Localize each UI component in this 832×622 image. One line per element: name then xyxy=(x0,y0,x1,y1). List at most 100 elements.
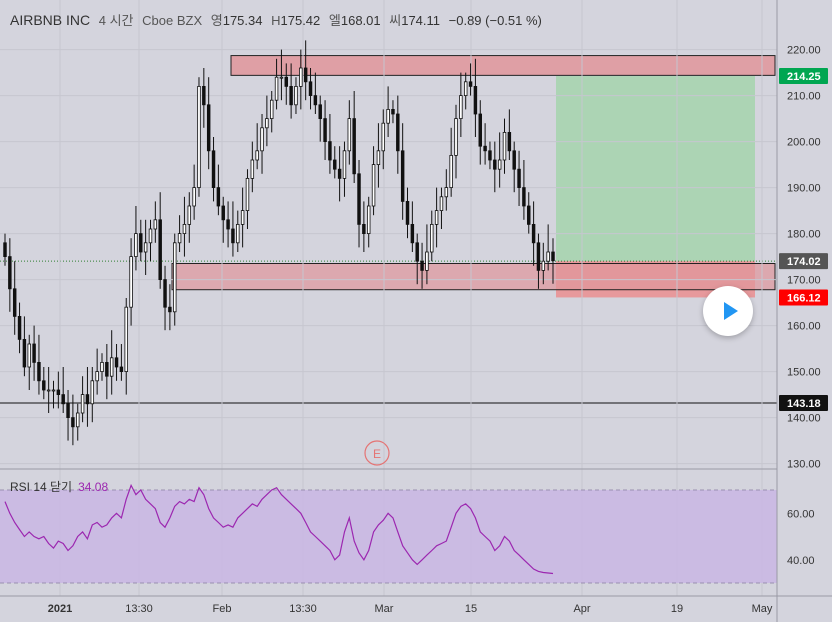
candle-body-29 xyxy=(143,242,148,253)
candle-body-48 xyxy=(236,223,240,244)
candle-body-13 xyxy=(66,403,70,418)
candle-body-4 xyxy=(22,338,27,368)
price-tick-150: 150.00 xyxy=(787,367,821,379)
candle-body-44 xyxy=(216,187,221,207)
candle-body-12 xyxy=(61,394,65,405)
candle-body-25 xyxy=(124,306,128,373)
candle-body-112 xyxy=(546,251,550,262)
candle-body-0 xyxy=(3,242,7,258)
candle-body-55 xyxy=(269,99,274,119)
stop-price-tag-bg xyxy=(779,289,828,306)
candle-body-53 xyxy=(260,127,264,152)
time-tick-6: Apr xyxy=(573,603,590,615)
candle-body-1 xyxy=(8,256,12,290)
candle-body-96 xyxy=(468,81,473,87)
candle-body-65 xyxy=(318,104,322,120)
profit-zone xyxy=(556,76,755,262)
candle-body-31 xyxy=(153,219,158,230)
time-tick-3: 13:30 xyxy=(289,603,317,615)
time-tick-4: Mar xyxy=(375,603,394,615)
rsi-header: RSI 14 닫기 34.08 xyxy=(10,478,108,495)
candle-body-63 xyxy=(308,81,313,97)
candle-body-102 xyxy=(497,159,502,170)
time-tick-0: 2021 xyxy=(48,603,72,615)
rsi-value: 34.08 xyxy=(78,480,109,494)
play-icon xyxy=(724,302,738,320)
time-tick-1: 13:30 xyxy=(125,603,153,615)
candle-body-15 xyxy=(76,412,80,428)
candle-body-88 xyxy=(430,223,434,253)
price-tick-170: 170.00 xyxy=(787,275,821,287)
candle-body-37 xyxy=(182,223,187,234)
candle-body-42 xyxy=(206,104,211,152)
high-label: H xyxy=(271,13,281,28)
candle-body-5 xyxy=(27,343,31,368)
candle-body-59 xyxy=(289,86,293,106)
candle-body-67 xyxy=(328,141,332,161)
candle-body-9 xyxy=(46,389,51,392)
candle-body-3 xyxy=(17,315,22,340)
candle-body-110 xyxy=(536,242,541,271)
candle-body-61 xyxy=(299,67,303,87)
candle-body-45 xyxy=(221,205,225,221)
candle-body-75 xyxy=(366,205,371,235)
candle-body-6 xyxy=(32,343,36,363)
candle-body-39 xyxy=(192,187,196,207)
candle-body-62 xyxy=(303,67,308,83)
candle-body-40 xyxy=(197,86,201,188)
candle-body-105 xyxy=(512,150,516,170)
candle-body-33 xyxy=(163,279,167,308)
candle-body-23 xyxy=(114,357,119,368)
candle-body-90 xyxy=(439,196,444,212)
interval-label[interactable]: 4 시간 xyxy=(98,13,134,28)
candle-body-32 xyxy=(158,219,162,281)
candle-body-72 xyxy=(352,118,356,175)
symbol-name[interactable]: AIRBNB INC xyxy=(10,12,91,28)
high-value: 175.42 xyxy=(280,13,321,28)
candle-body-18 xyxy=(90,380,95,405)
candle-body-57 xyxy=(279,76,284,79)
candle-body-78 xyxy=(381,122,385,152)
candle-body-69 xyxy=(337,168,342,179)
candle-body-77 xyxy=(376,150,381,166)
target-price-tag: 214.25 xyxy=(787,71,821,83)
candle-body-89 xyxy=(434,210,439,225)
play-button[interactable] xyxy=(703,286,753,336)
candle-body-71 xyxy=(347,118,352,152)
last-price-tag: 174.02 xyxy=(787,256,821,268)
candle-body-111 xyxy=(541,260,546,271)
candle-body-80 xyxy=(391,109,395,115)
candle-body-97 xyxy=(473,86,478,115)
earnings-marker-label: E xyxy=(373,447,381,461)
candle-body-20 xyxy=(100,361,104,372)
open-label: 영 xyxy=(210,13,223,28)
symbol-header: AIRBNB INC 4 시간 Cboe BZX 영175.34 H175.42… xyxy=(10,10,542,29)
candle-body-43 xyxy=(211,150,216,189)
candle-body-68 xyxy=(333,159,337,170)
price-tags: 214.25 174.02 166.12 143.18 xyxy=(779,68,828,411)
candle-body-104 xyxy=(507,131,512,152)
candle-body-85 xyxy=(415,242,419,262)
candlestick-series: E xyxy=(3,40,555,466)
candle-body-108 xyxy=(527,205,531,225)
low-label: 엘 xyxy=(328,13,341,28)
close-label: 씨 xyxy=(389,13,402,28)
candle-body-11 xyxy=(56,389,61,395)
line-price-tag: 143.18 xyxy=(787,398,821,410)
low-value: 168.01 xyxy=(340,13,381,28)
candle-body-41 xyxy=(202,86,206,106)
earnings-marker xyxy=(364,440,390,466)
rsi-line xyxy=(4,483,554,575)
candle-body-26 xyxy=(129,256,133,308)
candle-body-35 xyxy=(173,242,177,313)
time-tick-5: 15 xyxy=(465,603,477,615)
price-tick-130: 130.00 xyxy=(787,459,821,471)
zones-layer xyxy=(0,55,777,404)
rsi-band xyxy=(0,490,777,583)
price-tick-180: 180.00 xyxy=(787,229,821,241)
candle-body-49 xyxy=(240,210,245,225)
candle-body-34 xyxy=(168,306,172,313)
rsi-label[interactable]: RSI 14 닫기 xyxy=(10,480,73,494)
